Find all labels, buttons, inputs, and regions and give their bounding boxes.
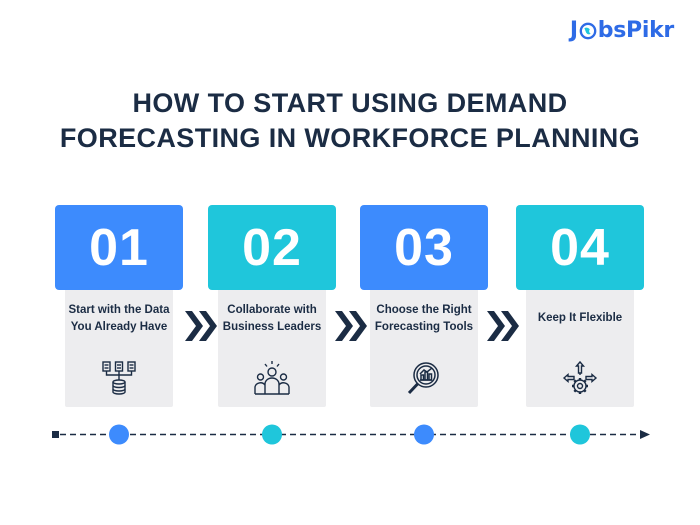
- step-label-4: Keep It Flexible: [537, 312, 623, 324]
- logo-text-end: bsPikr: [597, 18, 675, 43]
- timeline-start-marker: [52, 431, 59, 438]
- flexible-gear-icon: [562, 360, 598, 394]
- timeline-dot-3: [414, 424, 434, 445]
- step-card-3: 03 Choose the Right Forecasting Tools: [360, 205, 488, 410]
- step-label-2: Collaborate with Business Leaders: [222, 304, 322, 333]
- timeline-arrow-head: [640, 430, 650, 439]
- timeline-dot-4: [570, 424, 590, 445]
- timeline: [52, 424, 650, 445]
- data-sources-icon: [102, 361, 136, 395]
- step-card-body: [218, 285, 326, 407]
- step-label-1: Start with the Data You Already Have: [68, 304, 170, 333]
- step-card-2: 02 Collaborate with Business Leaders: [208, 205, 336, 410]
- page-title: HOW TO START USING DEMAND FORECASTING IN…: [0, 86, 700, 156]
- timeline-dot-2: [262, 424, 282, 445]
- jobspikr-logo: J bsPikr: [570, 18, 674, 43]
- logo-text-start: J: [569, 18, 578, 43]
- title-line-1: HOW TO START USING DEMAND: [132, 88, 568, 118]
- chevron-right-icon: [335, 311, 367, 341]
- team-collaboration-icon: [254, 361, 290, 395]
- step-number-3: 03: [360, 205, 488, 290]
- chevron-right-icon: [487, 311, 519, 341]
- step-number-4: 04: [516, 205, 644, 290]
- step-number-2: 02: [208, 205, 336, 290]
- step-card-body: [65, 285, 173, 407]
- step-number-1: 01: [55, 205, 183, 290]
- chevron-right-icon: [185, 311, 217, 341]
- step-card-1: 01 Start with the Data You Already Have: [55, 205, 183, 410]
- timeline-dot-1: [109, 424, 129, 445]
- step-label-3: Choose the Right Forecasting Tools: [374, 304, 474, 333]
- magnifier-chart-icon: [407, 362, 439, 395]
- step-card-4: 04 Keep It Flexible: [516, 205, 644, 410]
- globe-icon: [579, 22, 597, 39]
- title-line-2: FORECASTING IN WORKFORCE PLANNING: [59, 123, 641, 153]
- step-card-body: [526, 285, 634, 407]
